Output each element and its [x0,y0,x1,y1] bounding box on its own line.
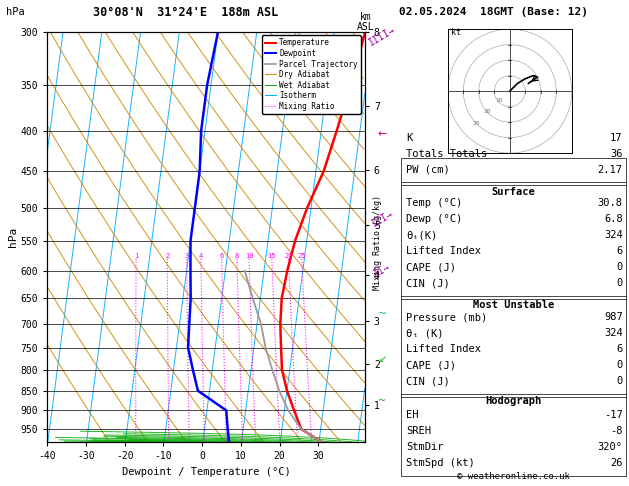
Text: 20: 20 [484,109,491,114]
Text: ↙: ↙ [379,355,386,364]
Y-axis label: hPa: hPa [8,227,18,247]
Text: 10: 10 [495,98,503,104]
Text: 0: 0 [616,360,623,370]
Text: 10: 10 [245,253,253,259]
Text: CAPE (J): CAPE (J) [406,360,456,370]
Text: θₜ (K): θₜ (K) [406,328,444,338]
Text: -17: -17 [604,410,623,420]
Text: 0: 0 [616,262,623,273]
Text: 3: 3 [184,253,189,259]
Text: Surface: Surface [492,187,535,197]
Text: CAPE (J): CAPE (J) [406,262,456,273]
Text: EH: EH [406,410,419,420]
Text: 1: 1 [134,253,138,259]
Text: III→: III→ [370,208,395,229]
Text: 30.8: 30.8 [598,198,623,208]
Text: 36: 36 [610,149,623,159]
Text: kt: kt [451,28,461,37]
Text: 17: 17 [610,133,623,143]
Text: km: km [360,12,372,22]
Text: StmSpd (kt): StmSpd (kt) [406,458,475,468]
Text: II→: II→ [372,261,392,278]
Text: ←: ← [378,129,387,139]
Text: -8: -8 [610,426,623,436]
Text: 324: 324 [604,230,623,241]
Text: 6: 6 [616,344,623,354]
Text: 02.05.2024  18GMT (Base: 12): 02.05.2024 18GMT (Base: 12) [399,7,588,17]
Text: 15: 15 [267,253,276,259]
Text: K: K [406,133,413,143]
Text: 20: 20 [284,253,292,259]
Text: 2.17: 2.17 [598,165,623,175]
Text: 0: 0 [616,376,623,386]
Text: 4: 4 [199,253,203,259]
Text: Temp (°C): Temp (°C) [406,198,462,208]
Text: Totals Totals: Totals Totals [406,149,487,159]
Text: 30: 30 [472,121,480,125]
Text: CIN (J): CIN (J) [406,278,450,289]
Text: hPa: hPa [6,7,25,17]
Text: Mixing Ratio (g/kg): Mixing Ratio (g/kg) [373,195,382,291]
Text: 25: 25 [298,253,306,259]
Text: 324: 324 [604,328,623,338]
Text: StmDir: StmDir [406,442,444,452]
Text: Pressure (mb): Pressure (mb) [406,312,487,322]
Legend: Temperature, Dewpoint, Parcel Trajectory, Dry Adiabat, Wet Adiabat, Isotherm, Mi: Temperature, Dewpoint, Parcel Trajectory… [262,35,361,114]
Text: 2: 2 [165,253,169,259]
Text: © weatheronline.co.uk: © weatheronline.co.uk [457,472,570,481]
Text: Dewp (°C): Dewp (°C) [406,214,462,225]
Text: Hodograph: Hodograph [486,396,542,406]
Text: Lifted Index: Lifted Index [406,246,481,257]
Text: 320°: 320° [598,442,623,452]
Text: 0: 0 [616,278,623,289]
Text: PW (cm): PW (cm) [406,165,450,175]
Text: ASL: ASL [357,21,375,32]
Text: 8: 8 [235,253,239,259]
Text: ~: ~ [379,396,386,406]
Text: SREH: SREH [406,426,431,436]
Text: 26: 26 [610,458,623,468]
Text: CIN (J): CIN (J) [406,376,450,386]
Text: 6.8: 6.8 [604,214,623,225]
Text: 6: 6 [616,246,623,257]
Text: Most Unstable: Most Unstable [473,300,554,311]
X-axis label: Dewpoint / Temperature (°C): Dewpoint / Temperature (°C) [121,467,291,477]
Text: Lifted Index: Lifted Index [406,344,481,354]
Text: IIII→: IIII→ [367,25,398,48]
Text: θₜ(K): θₜ(K) [406,230,438,241]
Text: 987: 987 [604,312,623,322]
Text: 30°08'N  31°24'E  188m ASL: 30°08'N 31°24'E 188m ASL [93,6,278,18]
Text: ~: ~ [378,309,387,318]
Text: 6: 6 [220,253,224,259]
